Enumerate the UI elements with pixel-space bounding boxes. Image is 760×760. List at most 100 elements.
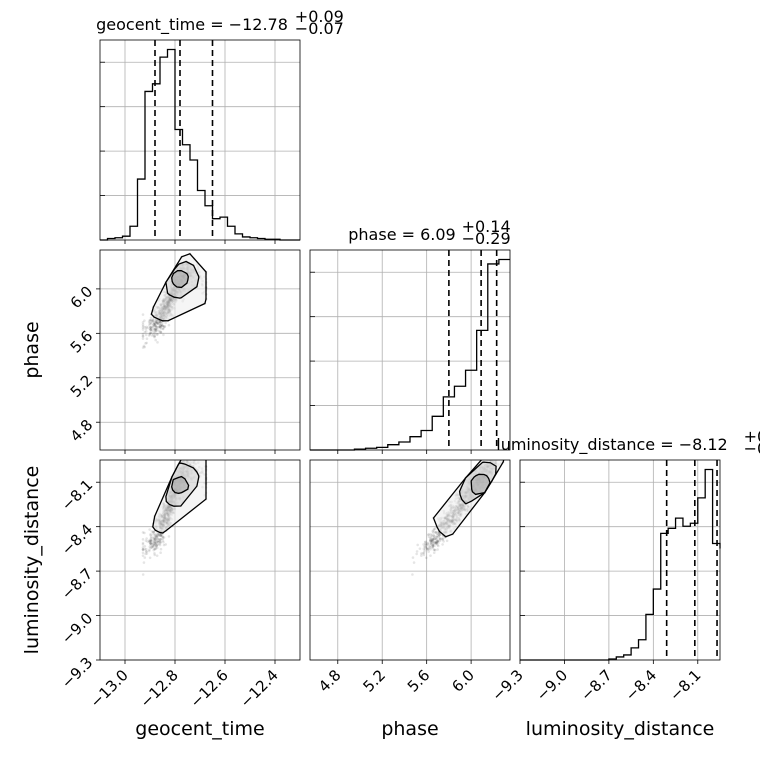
sample-point [141, 548, 145, 551]
sample-point [144, 552, 147, 556]
sample-point [159, 547, 163, 551]
sample-point [429, 538, 432, 541]
sample-point [158, 321, 162, 324]
sample-point [144, 547, 148, 551]
sample-point [156, 341, 159, 344]
sample-point [145, 337, 149, 340]
sample-point [156, 534, 159, 537]
sample-point [158, 543, 162, 547]
sample-point [148, 548, 151, 551]
sample-point [155, 333, 159, 336]
panel-title-geocent_time: geocent_time = −12.78 [96, 15, 288, 35]
sample-point [154, 325, 158, 328]
sample-point [438, 532, 441, 536]
sample-point [427, 547, 430, 551]
sample-point [151, 536, 155, 540]
sample-point [150, 535, 153, 539]
sample-point [167, 535, 171, 538]
sample-point [153, 540, 157, 543]
sample-point [433, 535, 437, 538]
sample-point [161, 535, 164, 539]
sample-point [424, 543, 427, 546]
sample-point [157, 534, 160, 538]
sample-point [424, 543, 428, 547]
sample-point [159, 538, 162, 541]
sample-point [162, 333, 165, 337]
sample-point [153, 323, 157, 326]
sample-point [154, 541, 158, 545]
sample-point [432, 548, 436, 552]
sample-point [432, 551, 436, 555]
x-tick-label: −8.4 [622, 666, 660, 704]
sample-point [432, 528, 435, 532]
sample-point [427, 550, 431, 553]
sample-point [141, 313, 145, 316]
sample-point [429, 544, 433, 547]
sample-point [431, 545, 434, 549]
sample-point [144, 327, 148, 331]
sample-point [437, 534, 441, 538]
x-tick-label: 5.6 [404, 666, 434, 696]
sample-point [154, 545, 158, 549]
sample-point [412, 561, 416, 564]
sample-point [490, 456, 493, 459]
sample-point [153, 541, 157, 545]
x-tick-label: 6.0 [448, 666, 478, 696]
sample-point [431, 544, 435, 547]
sample-point [438, 539, 442, 543]
sample-point [154, 327, 158, 331]
sample-point [141, 546, 145, 549]
sample-point [153, 537, 157, 541]
sample-point [428, 546, 432, 549]
sample-point [442, 540, 445, 543]
sample-point [431, 546, 434, 550]
sample-point [434, 537, 438, 540]
sample-point [154, 542, 158, 545]
sample-point [152, 543, 155, 547]
sample-point [422, 547, 426, 551]
sample-point [149, 328, 153, 332]
sample-point [158, 320, 161, 323]
sample-point [437, 534, 441, 537]
sample-point [161, 537, 164, 540]
sample-point [429, 533, 433, 536]
sample-point [158, 532, 161, 536]
sample-point [434, 530, 438, 534]
sample-point [152, 539, 156, 542]
sample-point [141, 547, 145, 551]
sample-point [156, 540, 159, 543]
sample-point [437, 541, 440, 545]
sample-point [434, 537, 438, 541]
sample-point [152, 324, 156, 328]
x-tick-label: −13.0 [87, 666, 132, 711]
sample-point [158, 542, 161, 546]
sample-point [161, 327, 165, 331]
sample-point [149, 326, 152, 329]
sample-point [153, 537, 156, 540]
sample-point [141, 541, 145, 545]
sample-point [159, 327, 163, 330]
histogram-luminosity_distance [520, 468, 721, 661]
sample-point [426, 542, 429, 546]
sample-point [149, 532, 152, 536]
sample-point [436, 548, 439, 551]
sample-point [164, 321, 167, 325]
sample-point [156, 532, 159, 536]
sample-point [141, 324, 145, 328]
x-axis-label-luminosity_distance: luminosity_distance [526, 718, 715, 740]
sample-point [149, 328, 153, 331]
sample-point [159, 325, 162, 329]
sample-point [151, 333, 155, 336]
sample-point [152, 537, 156, 541]
sample-point [427, 535, 431, 539]
sample-point [153, 544, 156, 547]
sample-point [144, 342, 147, 345]
sample-point [429, 547, 432, 551]
sample-point [152, 330, 155, 333]
sample-point [424, 540, 427, 543]
sample-point [435, 540, 438, 543]
sample-point [154, 535, 158, 539]
sample-point [423, 547, 427, 551]
sample-point [436, 534, 439, 537]
sample-point [163, 325, 167, 328]
